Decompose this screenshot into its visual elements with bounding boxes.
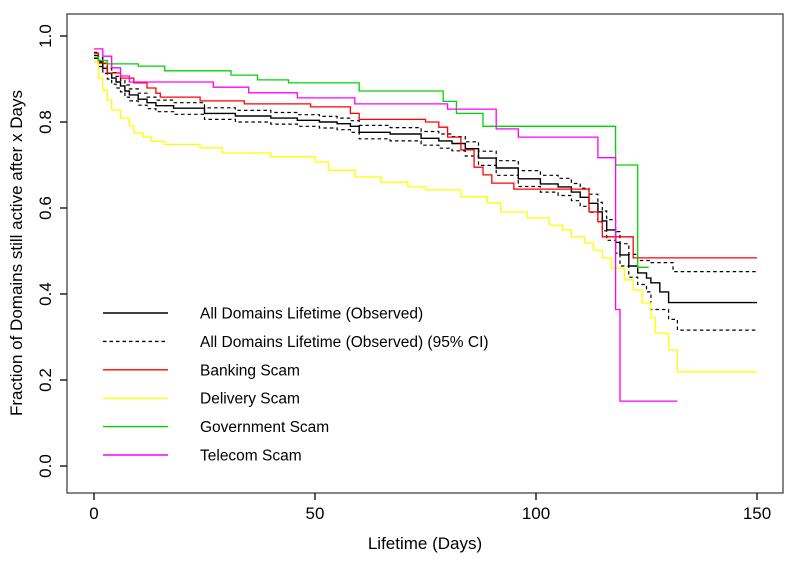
y-tick-label: 1.0	[36, 24, 55, 48]
series-all-domains-observed	[94, 54, 757, 304]
y-tick-label: 0.4	[36, 282, 55, 306]
legend-label-3: Banking Scam	[200, 362, 300, 379]
x-tick-label: 150	[743, 504, 771, 523]
x-tick-label: 100	[522, 504, 550, 523]
legend-label-5: Government Scam	[200, 419, 329, 436]
x-tick-label: 0	[89, 504, 98, 523]
y-tick-label: 0.2	[36, 368, 55, 392]
legend-label-2: All Domains Lifetime (Observed) (95% CI)	[200, 334, 489, 351]
series-telecom-scam	[94, 48, 678, 402]
x-tick-label: 50	[306, 504, 325, 523]
series-government-scam	[94, 56, 649, 268]
x-axis-title: Lifetime (Days)	[367, 534, 483, 553]
plot-border	[66, 13, 784, 494]
series-banking-scam	[94, 52, 757, 259]
y-tick-label: 0.6	[36, 196, 55, 220]
y-tick-label: 0.0	[36, 454, 55, 478]
legend-label-6: Telecom Scam	[200, 448, 302, 465]
legend-label-1: All Domains Lifetime (Observed)	[200, 306, 423, 323]
series-all-domains-ci-upper	[94, 51, 757, 273]
series-all-domains-ci-lower	[94, 57, 757, 331]
series-delivery-scam	[94, 61, 757, 373]
legend-label-4: Delivery Scam	[200, 391, 300, 408]
y-axis-title: Fraction of Domains still active after x…	[7, 90, 26, 416]
y-tick-label: 0.8	[36, 110, 55, 134]
